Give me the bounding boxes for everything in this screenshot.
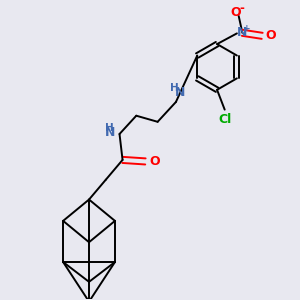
Text: H: H [105,123,114,133]
Text: +: + [243,24,251,33]
Text: O: O [149,155,160,168]
Text: H: H [170,83,179,93]
Text: O: O [230,6,241,19]
Text: Cl: Cl [219,113,232,126]
Text: -: - [239,2,244,15]
Text: N: N [105,126,115,139]
Text: O: O [266,29,277,42]
Text: N: N [237,26,248,39]
Text: N: N [175,86,186,99]
